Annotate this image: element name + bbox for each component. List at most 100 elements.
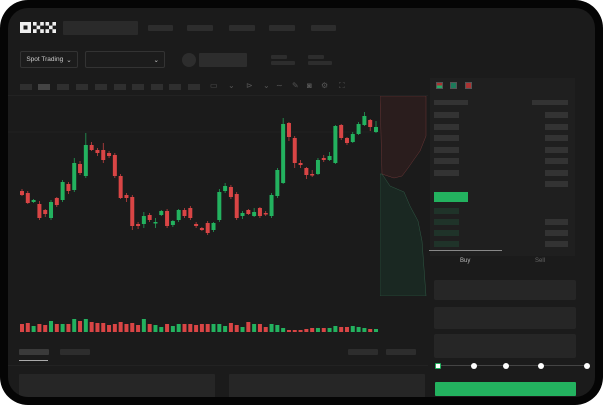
candle-body — [83, 145, 88, 176]
candle-body — [304, 168, 309, 175]
bid-amount — [545, 241, 568, 247]
interval-button[interactable] — [169, 84, 181, 90]
stat-value — [271, 61, 295, 65]
tab-buy[interactable]: Buy — [460, 258, 471, 264]
stat-value — [308, 61, 332, 65]
interval-button[interactable] — [20, 84, 32, 90]
active-tab-underline — [19, 360, 48, 361]
nav-item[interactable] — [269, 25, 295, 31]
indicator-icon[interactable]: ⊳ — [246, 81, 253, 90]
camera-icon[interactable]: ◙ — [307, 81, 312, 90]
volume-bar — [101, 323, 106, 332]
depth-asks-area — [380, 96, 427, 179]
orderbook-header-price — [434, 100, 468, 105]
candle-body — [54, 198, 59, 205]
interval-button[interactable] — [188, 84, 200, 90]
candle-body — [223, 186, 228, 191]
nav-item[interactable] — [229, 25, 255, 31]
chevron-down-icon[interactable]: ⌄ — [228, 81, 235, 90]
volume-bar — [292, 330, 297, 332]
volume-bar — [89, 322, 94, 332]
ask-price — [434, 147, 459, 153]
nav-item[interactable] — [187, 25, 213, 31]
slider-step-4[interactable] — [584, 363, 590, 369]
volume-bar — [304, 329, 309, 332]
gear-icon[interactable]: ⚙ — [321, 81, 329, 90]
ask-price — [434, 135, 459, 141]
volume-bar — [374, 329, 378, 332]
volume-bar — [78, 321, 83, 332]
volume-bar — [321, 328, 326, 332]
price-input[interactable] — [434, 280, 576, 300]
orderbook-both-icon[interactable] — [436, 82, 443, 89]
candle-body — [263, 213, 268, 215]
interval-button[interactable] — [76, 84, 88, 90]
filter-button[interactable] — [348, 349, 378, 355]
volume-bar — [170, 326, 175, 332]
candle-body — [112, 155, 117, 176]
okx-logo[interactable] — [20, 22, 56, 33]
total-input[interactable] — [434, 334, 576, 358]
pencil-icon[interactable]: ✎ — [292, 81, 299, 90]
amount-slider-track[interactable] — [438, 365, 588, 366]
volume-bar — [118, 322, 123, 332]
pair-select[interactable]: ⌄ — [85, 51, 165, 68]
market-select[interactable]: Spot Trading ⌄ — [20, 51, 78, 68]
candle-body — [246, 210, 251, 214]
slider-step-2[interactable] — [503, 363, 509, 369]
tab-sell[interactable]: Sell — [535, 258, 546, 264]
line-icon[interactable]: ∼ — [276, 81, 283, 90]
bid-price — [434, 219, 459, 225]
volume-bar — [362, 328, 367, 332]
orderbook-asks-icon[interactable] — [465, 82, 472, 89]
interval-button[interactable] — [95, 84, 107, 90]
orderbook-bids-icon[interactable] — [450, 82, 457, 89]
ask-amount — [545, 124, 568, 130]
buy-button[interactable] — [435, 382, 576, 396]
candle-body — [368, 120, 373, 127]
volume-bar — [54, 324, 59, 332]
interval-button[interactable] — [132, 84, 144, 90]
depth-bids-area — [380, 173, 427, 296]
volume-bar — [286, 330, 291, 332]
candle-body — [234, 194, 239, 218]
market-select-label: Spot Trading — [26, 56, 64, 63]
ask-amount — [545, 158, 568, 164]
interval-button[interactable] — [38, 84, 50, 90]
chevron-down-icon[interactable]: ⌄ — [263, 81, 270, 90]
candle-body — [315, 160, 320, 174]
candle-body — [298, 163, 303, 165]
volume-bar — [310, 328, 315, 332]
volume-bar — [153, 325, 158, 332]
interval-button[interactable] — [151, 84, 163, 90]
slider-step-1[interactable] — [471, 363, 477, 369]
volume-bar — [275, 325, 280, 332]
nav-item[interactable] — [148, 25, 173, 31]
filter-button[interactable] — [386, 349, 416, 355]
stat-label — [308, 55, 324, 59]
nav-item[interactable] — [311, 25, 336, 31]
volume-bar — [257, 324, 262, 332]
volume-bar — [176, 324, 181, 332]
candle-body — [292, 138, 297, 163]
volume-bar — [205, 324, 210, 332]
volume-bar — [246, 322, 251, 332]
candle-body — [136, 224, 141, 226]
fullscreen-icon[interactable]: ⛶ — [339, 81, 345, 90]
chart-type-icon[interactable]: ▭ — [210, 81, 218, 90]
tab-order-history[interactable] — [60, 349, 90, 355]
candle-body — [188, 208, 193, 218]
tab-open-orders[interactable] — [19, 349, 49, 355]
amount-input[interactable] — [434, 307, 576, 329]
interval-button[interactable] — [114, 84, 126, 90]
volume-bar — [159, 327, 164, 332]
candle-body — [350, 134, 355, 142]
slider-step-0[interactable] — [435, 363, 441, 369]
volume-bar — [263, 327, 268, 332]
interval-button[interactable] — [57, 84, 69, 90]
candle-body — [130, 197, 135, 226]
candlestick-chart[interactable] — [8, 96, 428, 336]
candle-body — [25, 193, 30, 203]
slider-step-3[interactable] — [538, 363, 544, 369]
search-bar[interactable] — [63, 21, 138, 35]
